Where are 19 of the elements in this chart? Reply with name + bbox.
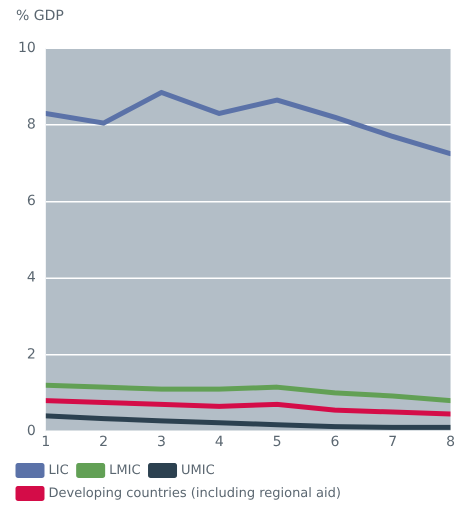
x-tick-label: 4 xyxy=(214,434,224,450)
legend-label: LIC xyxy=(48,462,69,478)
y-tick-label: 4 xyxy=(26,270,36,286)
x-tick-label: 5 xyxy=(272,434,282,450)
y-axis-title: % GDP xyxy=(16,8,65,24)
y-tick-label: 8 xyxy=(26,116,36,133)
x-tick-label: 3 xyxy=(156,434,166,450)
x-tick-label: 7 xyxy=(388,434,398,450)
legend-label: LMIC xyxy=(109,462,141,478)
legend-label: UMIC xyxy=(181,462,215,478)
y-tick-label: 6 xyxy=(26,193,36,210)
legend-label: Developing countries (including regional aid) xyxy=(48,486,341,501)
x-tick-label: 6 xyxy=(330,434,340,450)
y-tick-label: 0 xyxy=(26,422,36,439)
x-tick-label: 8 xyxy=(446,434,456,450)
x-tick-label: 1 xyxy=(41,434,50,450)
y-tick-label: 2 xyxy=(26,346,36,362)
y-tick-label: 10 xyxy=(18,40,36,56)
x-tick-label: 2 xyxy=(99,434,108,450)
